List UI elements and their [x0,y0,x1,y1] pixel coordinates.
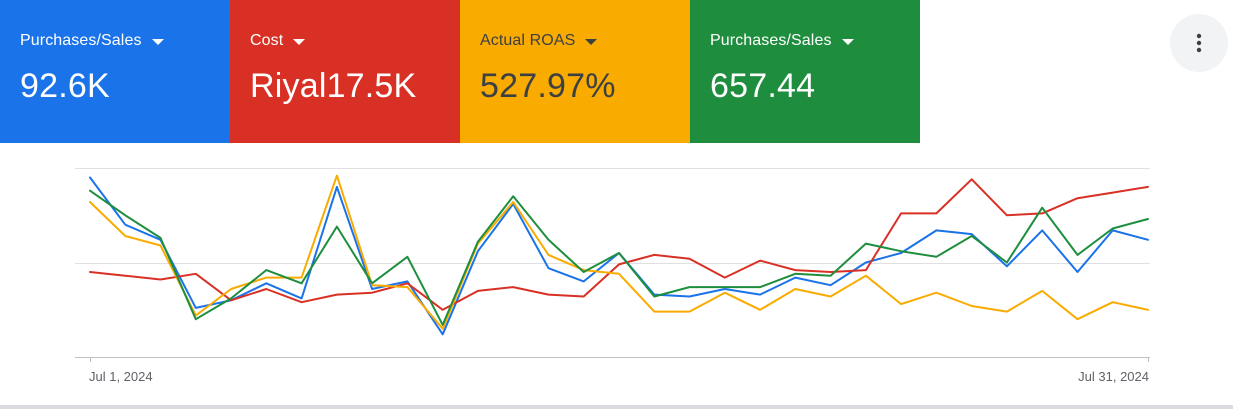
more-options-button[interactable] [1170,14,1228,72]
scorecard-value: 92.6K [20,67,110,105]
scorecard-header[interactable]: Purchases/Sales [20,30,230,52]
scorecard-header[interactable]: Actual ROAS [480,30,690,52]
caret-down-icon[interactable] [841,38,854,45]
scorecard-header[interactable]: Cost [250,30,460,52]
scorecard-cost[interactable]: Cost Riyal17.5K [230,0,460,143]
scorecard-value: 657.44 [710,67,816,105]
series-line-2 [89,178,1149,311]
series-line-3 [89,174,1149,330]
caret-down-icon[interactable] [585,38,598,45]
scorecard-header[interactable]: Purchases/Sales [710,30,920,52]
scorecard-value: 527.97% [480,67,616,105]
scorecard-label: Purchases/Sales [710,32,832,49]
scorecard-value: Riyal17.5K [250,67,417,105]
scorecard-label: Actual ROAS [480,32,576,49]
scorecard-actual-roas[interactable]: Actual ROAS 527.97% [460,0,690,143]
scorecard-purchases-sales-value[interactable]: Purchases/Sales 657.44 [690,0,920,143]
x-tick-label: Jul 1, 2024 [89,369,153,384]
scorecard-purchases-sales[interactable]: Purchases/Sales 92.6K [0,0,230,143]
scorecard-label: Purchases/Sales [20,32,142,49]
series-line-1 [89,176,1149,336]
line-chart: Jul 1, 2024 Jul 31, 2024 [75,168,1150,384]
scorecard-row: Purchases/Sales 92.6K Cost Riyal17.5K Ac… [0,0,920,143]
x-tick-label: Jul 31, 2024 [1078,369,1149,384]
caret-down-icon[interactable] [151,38,164,45]
scorecard-label: Cost [250,32,284,49]
series-line-4 [89,189,1149,326]
caret-down-icon[interactable] [293,38,306,45]
more-vert-icon [1196,33,1202,53]
card-bottom-border [0,405,1233,409]
